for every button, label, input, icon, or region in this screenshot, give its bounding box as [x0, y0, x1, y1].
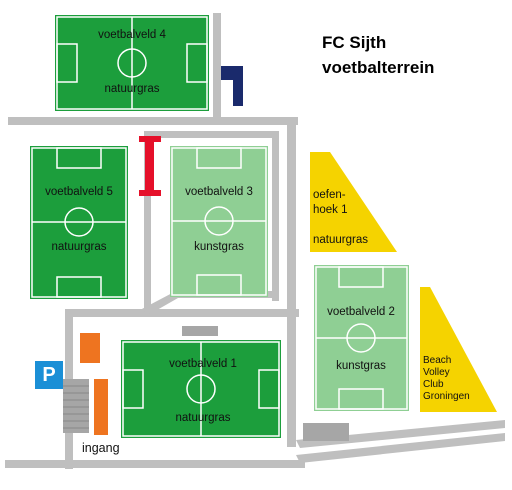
stairs-icon — [63, 379, 89, 433]
field-2[interactable] — [314, 265, 409, 411]
field-2-surface: kunstgras — [336, 360, 386, 372]
oefenhoek-line2: hoek 1 — [313, 204, 348, 216]
beach-volley-area[interactable] — [420, 287, 497, 412]
gray-block-top — [182, 326, 218, 336]
parking-icon[interactable]: P — [35, 361, 63, 389]
field-5-surface: natuurgras — [51, 241, 107, 253]
field-1[interactable] — [121, 340, 281, 438]
field-2-name: voetbalveld 2 — [327, 306, 395, 318]
field-3[interactable] — [170, 146, 268, 297]
map-title-line2: voetbalterrein — [322, 58, 435, 77]
beach-line3: Club — [423, 379, 444, 390]
field-5[interactable] — [30, 146, 128, 299]
red-goal-marker-icon — [139, 136, 161, 196]
oefenhoek-line1: oefen- — [313, 189, 346, 201]
beach-line2: Volley — [423, 367, 450, 378]
beach-line4: Groningen — [423, 391, 470, 402]
orange-building-top — [80, 333, 100, 363]
field-1-name: voetbalveld 1 — [169, 358, 237, 370]
beach-line1: Beach — [423, 355, 452, 366]
gray-block-bottom — [303, 423, 349, 441]
navy-marker-icon — [221, 66, 243, 106]
orange-building-bottom — [94, 379, 108, 435]
entrance-label: ingang — [82, 441, 120, 455]
oefenhoek-surface: natuurgras — [313, 234, 368, 246]
field-1-surface: natuurgras — [175, 412, 231, 424]
field-4[interactable] — [55, 15, 209, 111]
field-3-name: voetbalveld 3 — [185, 186, 253, 198]
field-5-name: voetbalveld 5 — [45, 186, 113, 198]
field-4-surface: natuurgras — [104, 83, 160, 95]
oefenhoek-area[interactable] — [310, 152, 397, 252]
map-title-line1: FC Sijth — [322, 33, 387, 52]
field-3-surface: kunstgras — [194, 241, 244, 253]
field-4-name: voetbalveld 4 — [98, 29, 166, 41]
